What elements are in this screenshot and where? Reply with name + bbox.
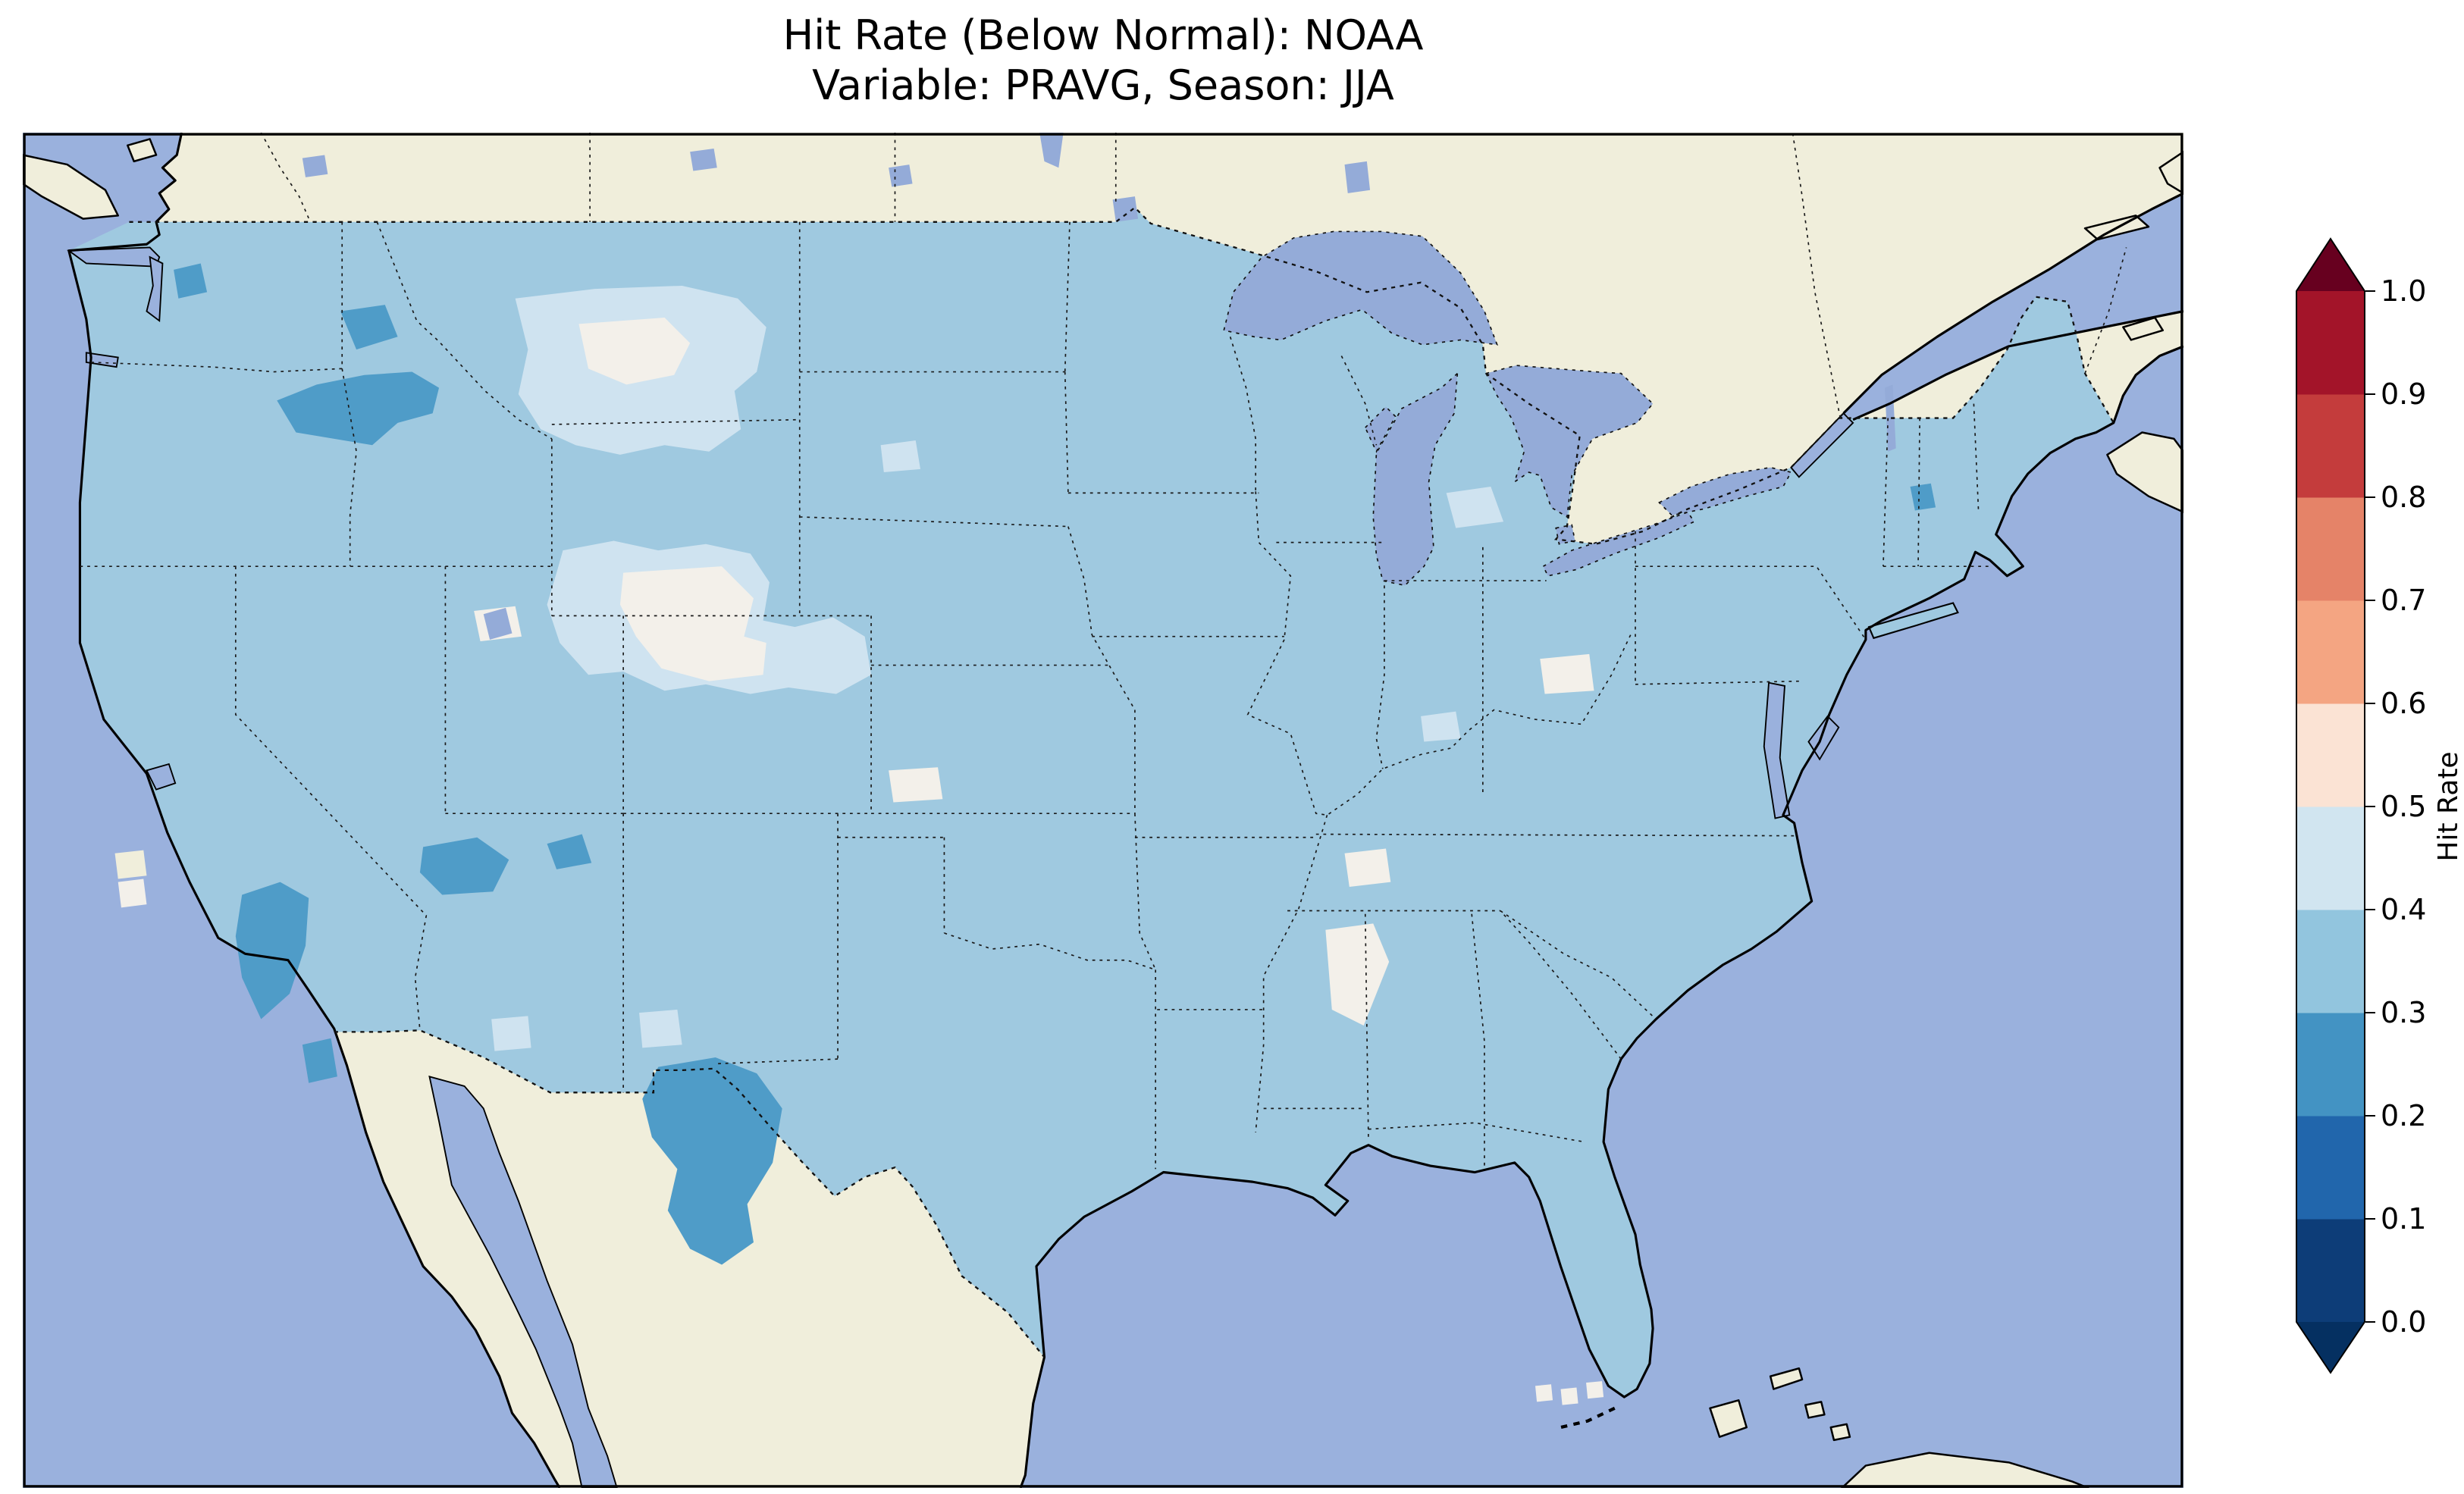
nova-scotia	[2106, 431, 2183, 513]
cuba-north-coast	[1841, 1452, 2089, 1488]
colorbar-segment-0.2-0.3	[2296, 1013, 2365, 1117]
long-island	[1867, 602, 1959, 640]
colorbar-extend-under	[2296, 1322, 2365, 1373]
st-lawrence-river	[1790, 412, 1854, 478]
province-borders	[260, 133, 2127, 418]
colorbar-segment-0.4-0.5	[2296, 807, 2365, 910]
colorbar-tick-label-0.9: 0.9	[2381, 377, 2427, 411]
us-hit-rate-base-field	[68, 207, 2114, 1398]
conus-hit-rate-map	[23, 133, 2183, 1488]
colorbar-tick-label-0.2: 0.2	[2381, 1099, 2427, 1132]
colorbar-segment-0.7-0.8	[2296, 497, 2365, 601]
canadian-lake-1	[690, 149, 717, 171]
data-patch-montana-core	[578, 318, 691, 385]
data-patch-california-arizona-border	[302, 1038, 337, 1083]
columbia-river-mouth	[85, 352, 119, 368]
chesapeake-bay	[1763, 681, 1791, 819]
florida-keys	[1560, 1406, 1616, 1430]
colorbar-tick-label-0.6: 0.6	[2381, 687, 2427, 720]
colorbar-segment-0.0-0.1	[2296, 1219, 2365, 1323]
chart-title-line1: Hit Rate (Below Normal): NOAA	[782, 11, 1424, 59]
lake-superior	[1223, 230, 1498, 346]
colorbar-extend-over	[2296, 238, 2365, 291]
national-borders	[129, 206, 2114, 1358]
colorbar-outline	[2296, 237, 2365, 1374]
data-patch-indiana-south	[1421, 711, 1461, 742]
prince-edward-island	[2122, 316, 2165, 341]
hit-rate-patches-02-03	[174, 263, 1936, 1265]
data-patch-southern-nevada-arizona	[419, 837, 509, 895]
colorbar-tick-label-0.3: 0.3	[2381, 996, 2427, 1029]
data-patch-kansas	[889, 767, 943, 803]
colorbar-tick-label-0.7: 0.7	[2381, 584, 2427, 617]
colorbar-segment-0.6-0.7	[2296, 600, 2365, 704]
colorbar	[2296, 237, 2375, 1374]
data-patch-northwest-new-mexico	[547, 834, 592, 869]
green-bay	[1364, 406, 1397, 453]
great-salt-lake	[483, 607, 513, 640]
colorbar-segment-0.1-0.2	[2296, 1116, 2365, 1220]
data-patch-mississippi-north	[1325, 923, 1390, 1026]
vancouver-island	[23, 154, 119, 220]
bahamas-cay-2	[1829, 1423, 1851, 1442]
bahamas-eleuthera	[1769, 1367, 1804, 1390]
canadian-lake-3	[302, 155, 328, 177]
lake-nipigon	[1344, 161, 1371, 193]
gulf-of-california	[428, 1075, 618, 1488]
map-axes-frame	[23, 133, 2183, 1488]
san-francisco-bay	[146, 763, 177, 791]
chart-title: Hit Rate (Below Normal): NOAA Variable: …	[23, 11, 2183, 111]
data-patch-florida-tip	[1535, 1381, 1604, 1405]
data-patch-west-texas-new-mexico	[642, 1057, 782, 1265]
state-borders	[80, 221, 1993, 1170]
caribbean-islands	[1560, 1367, 2089, 1488]
colorbar-tick-label-0.1: 0.1	[2381, 1202, 2427, 1236]
lake-michigan	[1372, 371, 1459, 587]
puget-sound	[146, 255, 164, 323]
lakes	[302, 133, 1896, 640]
data-patch-south-dakota	[880, 440, 921, 473]
bahamas-cay-1	[1804, 1401, 1826, 1419]
data-patch-california-coast	[118, 879, 147, 908]
colorbar-segment-0.8-0.9	[2296, 394, 2365, 498]
colorbar-segment-0.9-1.0	[2296, 291, 2365, 395]
lake-of-the-woods	[1112, 196, 1139, 222]
coastal-waters	[67, 246, 1854, 1488]
bc-coast-islet	[127, 138, 158, 163]
data-patch-olympic-coast	[174, 263, 208, 299]
colorbar-tick-label-0.8: 0.8	[2381, 481, 2427, 514]
data-patch-new-england-speck	[1910, 483, 1936, 511]
coastline	[67, 133, 2183, 1488]
chart-title-line2: Variable: PRAVG, Season: JJA	[812, 61, 1394, 109]
bahamas-andros	[1709, 1399, 1748, 1438]
colorbar-segment-0.5-0.6	[2296, 703, 2365, 807]
data-patch-tennessee	[1344, 848, 1391, 887]
data-patch-ohio	[1540, 653, 1594, 694]
data-patch-northeast-washington	[340, 305, 398, 350]
colorbar-tick-label-1.0: 1.0	[2381, 274, 2427, 308]
colorbar-tick-label-0.0: 0.0	[2381, 1305, 2427, 1339]
canada-islands	[23, 138, 2183, 513]
data-patch-arizona-se	[491, 1016, 531, 1051]
lake-huron	[1484, 365, 1654, 518]
data-patch-michigan-thumb	[1446, 486, 1504, 528]
data-patch-new-mexico-west	[639, 1009, 682, 1048]
no-data-patch-california	[114, 850, 147, 879]
canadian-lake-2	[889, 164, 913, 187]
lake-ontario	[1658, 466, 1792, 516]
newfoundland-corner	[2158, 150, 2183, 195]
data-patch-wyoming-core	[619, 566, 766, 681]
data-patch-idaho-montana-border	[277, 371, 440, 446]
lake-erie	[1542, 511, 1695, 577]
colorbar-tick-label-0.4: 0.4	[2381, 893, 2427, 926]
data-patch-eastern-california	[235, 882, 309, 1019]
hit-rate-patches-05-06	[118, 318, 1604, 1405]
colorbar-tick-label-0.5: 0.5	[2381, 790, 2427, 823]
lake-winnipeg	[1039, 133, 1064, 168]
colorbar-segment-0.3-0.4	[2296, 910, 2365, 1013]
